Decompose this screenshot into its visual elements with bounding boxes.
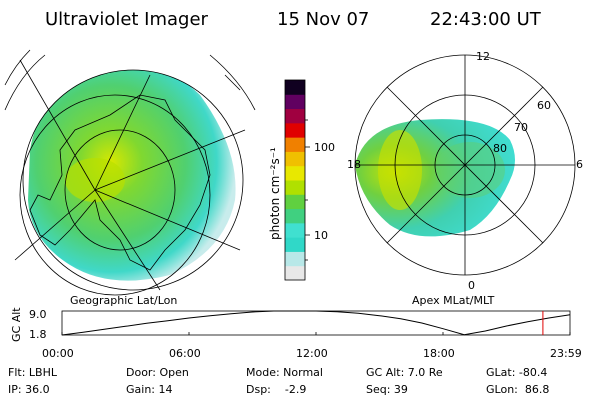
color-bar-segment bbox=[285, 108, 305, 124]
color-bar-segment bbox=[285, 180, 305, 195]
seq-readout: Seq: 39 bbox=[366, 383, 408, 396]
mlt-label-6: 6 bbox=[576, 158, 583, 171]
instrument-title: Ultraviolet Imager bbox=[45, 9, 209, 30]
mode-readout: Mode: Normal bbox=[246, 366, 323, 379]
aurora-bright-region bbox=[378, 130, 422, 210]
color-bar-segment bbox=[285, 222, 305, 238]
gain-readout: Gain: 14 bbox=[126, 383, 173, 396]
color-bar-frame bbox=[284, 79, 306, 281]
color-bar-segment bbox=[285, 165, 305, 181]
mlt-spokes bbox=[355, 55, 575, 275]
color-bar-tick-100: 100 bbox=[314, 141, 335, 154]
color-bar-segment bbox=[285, 194, 305, 210]
altitude-xtick-1800: 18:00 bbox=[423, 347, 455, 360]
color-bar-segment bbox=[285, 80, 305, 95]
time-label: 22:43:00 UT bbox=[430, 9, 542, 30]
color-bar-segment bbox=[285, 94, 305, 110]
map-corner-arcs bbox=[4, 49, 256, 111]
altitude-ylabel: GC Alt bbox=[10, 307, 23, 342]
altitude-xtick-0000: 00:00 bbox=[42, 347, 74, 360]
glon-readout: GLon: 86.8 bbox=[486, 383, 549, 396]
door-readout: Door: Open bbox=[126, 366, 189, 379]
magnetic-polar-map: 12 18 6 0 60 70 80 Apex MLat/MLT bbox=[347, 50, 583, 307]
color-bar-segment bbox=[285, 265, 305, 281]
mlt-label-18: 18 bbox=[347, 158, 361, 171]
latitude-circle-outer bbox=[19, 94, 211, 296]
antarctica-coastline bbox=[29, 94, 211, 271]
mlat-label-60: 60 bbox=[537, 99, 551, 112]
longitude-lines bbox=[14, 59, 246, 291]
altitude-plot-frame bbox=[61, 310, 571, 336]
left-map-caption: Geographic Lat/Lon bbox=[70, 294, 177, 307]
color-bar-segment bbox=[285, 208, 305, 224]
geographic-map: Geographic Lat/Lon bbox=[4, 49, 256, 307]
status-readout: Flt: LBHL Door: Open Mode: Normal GC Alt… bbox=[8, 366, 549, 396]
altitude-ytick-1-8: 1.8 bbox=[29, 328, 47, 341]
dsp-readout: Dsp: -2.9 bbox=[246, 383, 306, 396]
mlat-label-70: 70 bbox=[514, 121, 528, 134]
color-bar-segment bbox=[285, 251, 305, 267]
color-bar-ticks bbox=[305, 119, 310, 261]
color-bar-segment bbox=[285, 151, 305, 167]
aurora-speckle-left bbox=[65, 158, 125, 202]
altitude-ytick-9: 9.0 bbox=[29, 308, 47, 321]
mlt-label-12: 12 bbox=[476, 50, 490, 63]
gc-alt-readout: GC Alt: 7.0 Re bbox=[366, 366, 443, 379]
color-bar-segment bbox=[285, 237, 305, 252]
altitude-series-line bbox=[61, 310, 571, 336]
glat-readout: GLat: -80.4 bbox=[486, 366, 547, 379]
filter-readout: Flt: LBHL bbox=[8, 366, 58, 379]
date-label: 15 Nov 07 bbox=[277, 9, 369, 30]
altitude-xtick-1200: 12:00 bbox=[296, 347, 328, 360]
color-bar-unit-label: photon cm⁻²s⁻¹ bbox=[268, 147, 282, 240]
mlat-label-80: 80 bbox=[493, 142, 507, 155]
ip-readout: IP: 36.0 bbox=[8, 383, 50, 396]
map-outline-left bbox=[22, 69, 244, 291]
color-bar-segment bbox=[285, 137, 305, 152]
altitude-plot: GC Alt 9.0 1.8 00:00 06:00 12:00 18:00 2… bbox=[10, 307, 582, 360]
right-map-caption: Apex MLat/MLT bbox=[412, 294, 495, 307]
altitude-xtick-2359: 23:59 bbox=[550, 347, 582, 360]
color-bar: 100 10 photon cm⁻²s⁻¹ bbox=[268, 79, 335, 281]
color-bar-tick-10: 10 bbox=[314, 229, 328, 242]
color-bar-segment bbox=[285, 122, 305, 138]
mlt-label-0: 0 bbox=[468, 279, 475, 292]
altitude-xtick-0600: 06:00 bbox=[169, 347, 201, 360]
latitude-circle-inner bbox=[64, 129, 176, 251]
